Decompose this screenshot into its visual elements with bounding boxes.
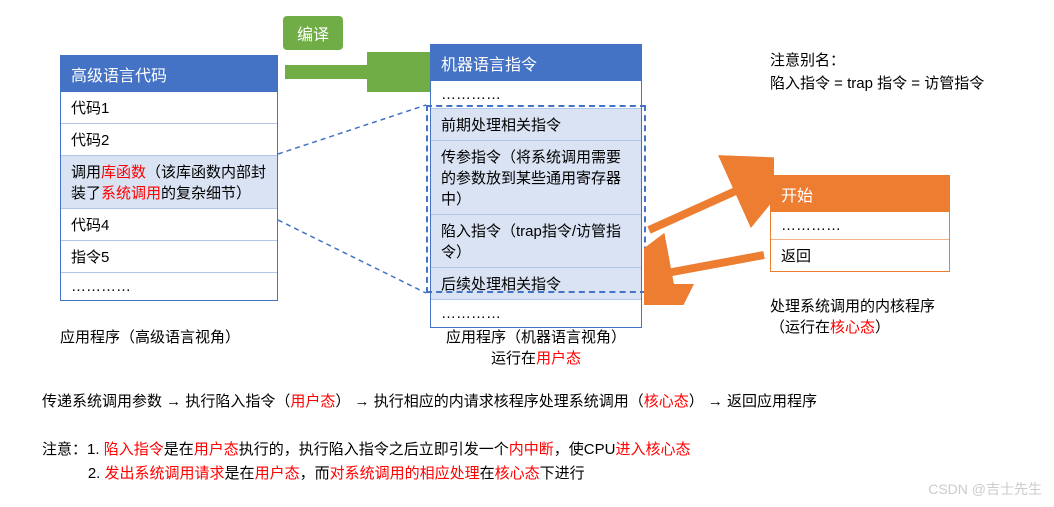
box3-header: 开始 bbox=[771, 176, 949, 212]
box2-header: 机器语言指令 bbox=[431, 45, 641, 81]
box1-caption: 应用程序（高级语言视角） bbox=[60, 326, 240, 347]
watermark: CSDN @吉士先生 bbox=[928, 479, 1042, 499]
box3-row: ………… bbox=[771, 212, 949, 239]
orange-arrows-icon bbox=[644, 145, 774, 305]
compile-badge: 编译 bbox=[283, 16, 343, 50]
box2-row: ………… bbox=[431, 81, 641, 108]
note-2: 2. 发出系统调用请求是在用户态，而对系统调用的相应处理在核心态下进行 bbox=[42, 462, 1022, 486]
note-1: 注意：1. 陷入指令是在用户态执行的，执行陷入指令之后立即引发一个内中断，使CP… bbox=[42, 438, 1022, 462]
box1-row: ………… bbox=[61, 272, 277, 300]
box2-row: ………… bbox=[431, 299, 641, 327]
dashed-connector-icon bbox=[278, 100, 433, 300]
box1-row: 指令5 bbox=[61, 240, 277, 272]
box1-row: 代码2 bbox=[61, 123, 277, 155]
box1-header: 高级语言代码 bbox=[61, 56, 277, 92]
box1-row: 代码1 bbox=[61, 92, 277, 123]
high-level-code-box: 高级语言代码 代码1 代码2 调用库函数（该库函数内部封装了系统调用的复杂细节）… bbox=[60, 55, 278, 301]
alias-note: 注意别名：陷入指令 = trap 指令 = 访管指令 bbox=[770, 50, 984, 95]
kernel-box: 开始 ………… 返回 bbox=[770, 175, 950, 272]
box1-row: 代码4 bbox=[61, 208, 277, 240]
dashed-region-box2 bbox=[426, 105, 646, 293]
box3-caption: 处理系统调用的内核程序（运行在核心态） bbox=[770, 295, 960, 337]
box2-caption: 应用程序（机器语言视角）运行在用户态 bbox=[430, 326, 642, 368]
box1-row-highlight: 调用库函数（该库函数内部封装了系统调用的复杂细节） bbox=[61, 155, 277, 208]
box3-row: 返回 bbox=[771, 239, 949, 271]
flow-line: 传递系统调用参数 → 执行陷入指令（用户态） → 执行相应的内请求核程序处理系统… bbox=[42, 390, 1022, 414]
compile-arrow-icon bbox=[280, 52, 430, 92]
